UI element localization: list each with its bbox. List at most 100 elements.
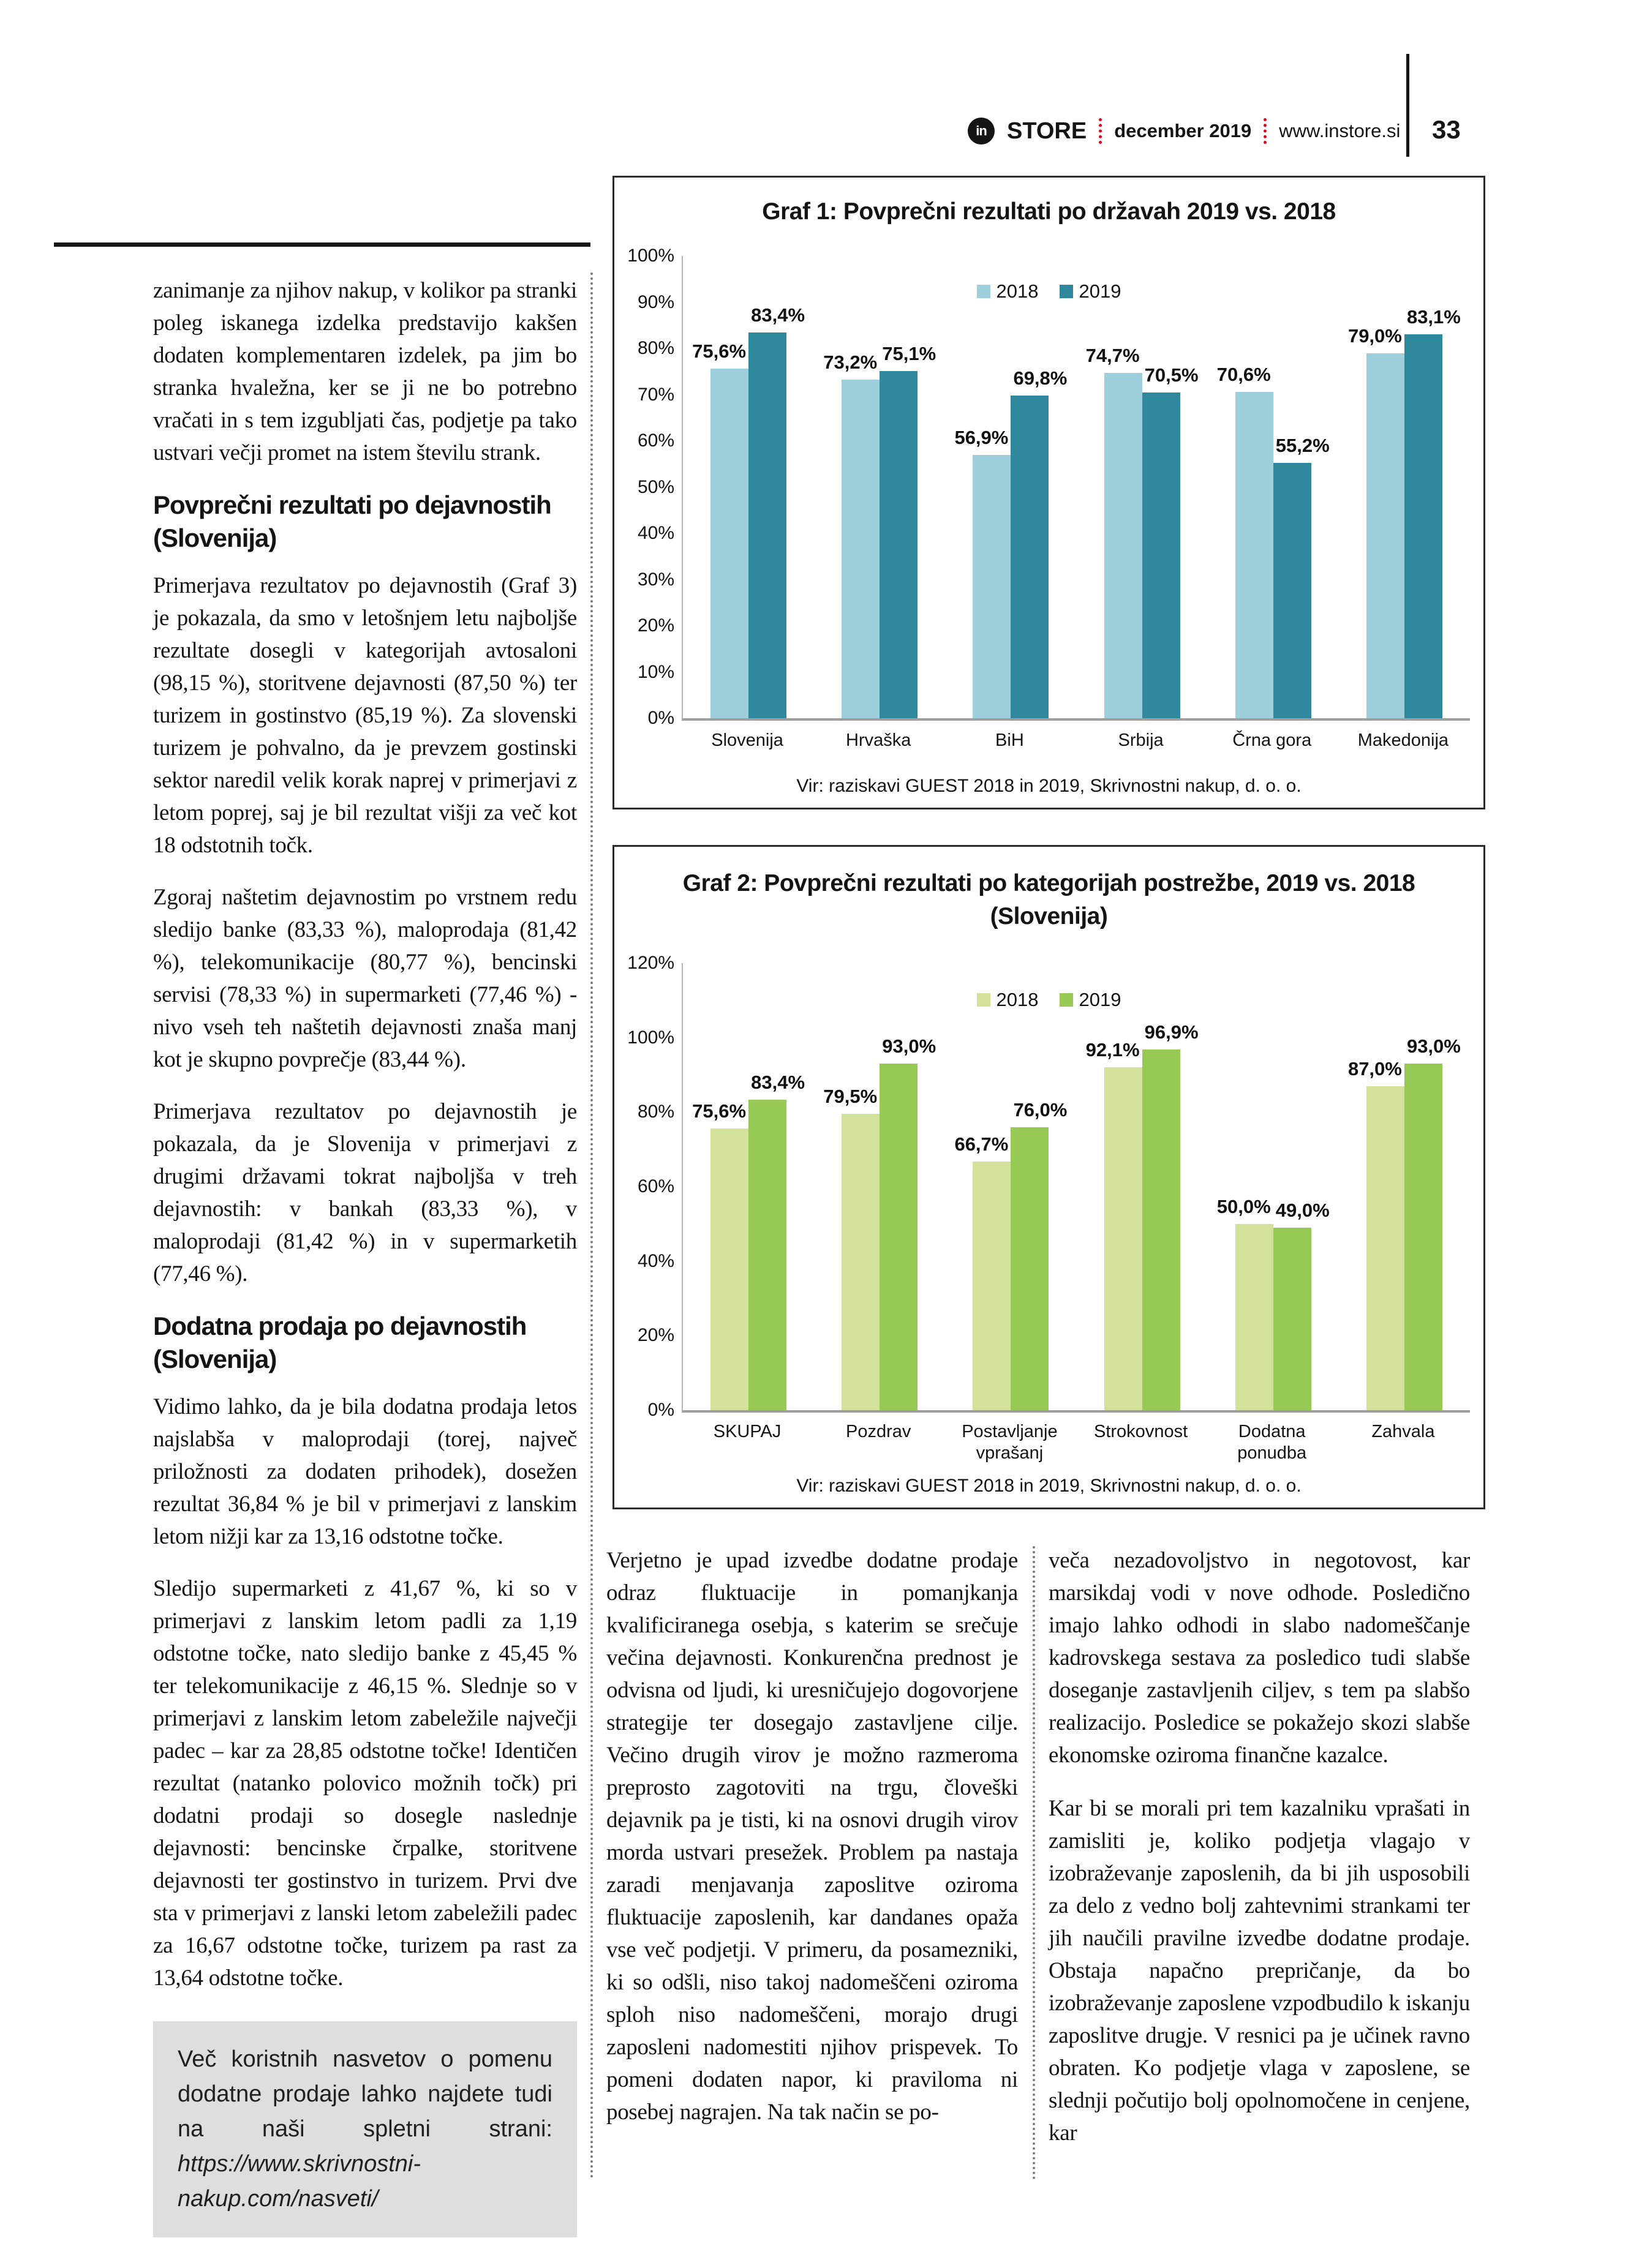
bar-value-label: 75,6% xyxy=(692,1100,747,1122)
bar-group-Slovenija: 75,6% 83,4% xyxy=(683,256,814,718)
bar-value-label: 92,1% xyxy=(1085,1038,1140,1061)
category-label: Slovenija xyxy=(711,730,783,750)
section-heading-additional-sales: Dodatna prodaja po dejavnostih (Slovenij… xyxy=(153,1312,527,1373)
bar-group-Strokovnost: 92,1% 96,9% xyxy=(1077,963,1208,1410)
paragraph: Verjetno je upad izvedbe dodatne prodaje… xyxy=(606,1548,1018,2125)
category-axis: Slovenija Hrvaška BiH Srbija Črna gora Makedo… xyxy=(682,730,1469,785)
category-label: Strokovnost xyxy=(1094,1422,1188,1441)
plot-area: 0% 10% 20% 30% 40% 50% 60% 70% 80% 90% 100% 75,6% 83… xyxy=(627,246,1470,728)
intro-paragraph: zanimanje za njihov nakup, v kolikor pa … xyxy=(153,278,577,465)
category-label: Zahvala xyxy=(1371,1422,1435,1441)
y-axis-tick-label: 40% xyxy=(637,1250,674,1271)
section-heading-results-by-activity: Povprečni rezultati po dejavnostih (Slov… xyxy=(153,490,552,552)
bar-value-label: 75,6% xyxy=(692,340,747,362)
bar-value-label: 96,9% xyxy=(1144,1021,1199,1043)
bar-2018-Slovenija xyxy=(710,369,749,718)
bar-2018-Pozdrav xyxy=(842,1114,880,1410)
y-axis-tick-label: 20% xyxy=(637,615,674,636)
bar-value-label: 70,5% xyxy=(1144,364,1199,386)
left-column: zanimanje za njihov nakup, v kolikor pa … xyxy=(153,274,577,2237)
paragraph: Sledijo supermarketi z 41,67 %, ki so v … xyxy=(153,1576,577,1991)
brand-name: STORE xyxy=(1007,118,1087,144)
category-label: Dodatna ponudba xyxy=(1237,1422,1307,1463)
bar-group-Dodatna ponudba: 50,0% 49,0% xyxy=(1208,963,1339,1410)
chart-graf-2: Graf 2: Povprečni rezultati po kategorij… xyxy=(612,845,1485,1509)
website-url: https://www.skrivnostni-nakup.com/nasvet… xyxy=(178,2151,421,2212)
bar-value-label: 49,0% xyxy=(1275,1199,1330,1221)
category-axis: SKUPAJ Pozdrav Postavljanje vprašanj Stroko… xyxy=(682,1421,1469,1482)
paragraph: Zgoraj naštetim dejavnostim po vrstnem r… xyxy=(153,885,577,1072)
bar-2018-Srbija xyxy=(1104,373,1142,718)
bar-value-label: 76,0% xyxy=(1013,1098,1068,1121)
y-axis-tick-label: 60% xyxy=(637,430,674,451)
bar-2019-Makedonija xyxy=(1404,334,1442,718)
y-axis-tick-label: 40% xyxy=(637,523,674,543)
section-rule xyxy=(54,242,590,247)
bar-value-label: 83,4% xyxy=(751,304,805,326)
category-label: Postavljanje vprašanj xyxy=(962,1422,1058,1463)
bar-2018-Postavljanje vprašanj xyxy=(973,1162,1011,1410)
y-axis-tick-label: 50% xyxy=(637,476,674,497)
chart-graf-1: Graf 1: Povprečni rezultati po državah 2… xyxy=(612,176,1485,809)
bar-group-BiH: 56,9% 69,8% xyxy=(945,256,1076,718)
column-separator xyxy=(1033,1546,1035,2180)
y-axis-tick-label: 0% xyxy=(647,708,674,728)
bar-value-label: 83,1% xyxy=(1406,306,1461,328)
bar-2019-Dodatna ponudba xyxy=(1273,1227,1311,1410)
paragraph: Primerjava rezultatov po dejavnostih je … xyxy=(153,1099,577,1286)
y-axis-tick-label: 100% xyxy=(627,1027,674,1048)
bar-value-label: 69,8% xyxy=(1013,367,1068,389)
y-axis-tick-label: 10% xyxy=(637,661,674,682)
bar-2018-Črna gora xyxy=(1235,391,1273,718)
bar-2019-Hrvaška xyxy=(880,371,918,718)
bar-value-label: 83,4% xyxy=(751,1071,805,1093)
bar-2018-Dodatna ponudba xyxy=(1235,1223,1273,1410)
bar-2019-Postavljanje vprašanj xyxy=(1011,1127,1049,1410)
paragraph: Primerjava rezultatov po dejavnostih (Gr… xyxy=(153,573,577,858)
bar-value-label: 87,0% xyxy=(1347,1057,1402,1080)
red-dotted-separator-icon xyxy=(1099,118,1102,144)
bar-value-label: 73,2% xyxy=(823,351,878,374)
info-box-text: Več koristnih nasvetov o pomenu dodatne … xyxy=(178,2042,552,2217)
bar-2019-Pozdrav xyxy=(880,1064,918,1410)
bar-2019-SKUPAJ xyxy=(748,1099,787,1410)
page-number: 33 xyxy=(1432,115,1461,144)
bar-value-label: 66,7% xyxy=(954,1133,1009,1155)
right-column: veča nezadovoljstvo in negotovost, kar m… xyxy=(1049,1544,1470,2170)
page-header: in STORE december 2019 www.instore.si xyxy=(968,111,1400,151)
bar-group-Srbija: 74,7% 70,5% xyxy=(1077,256,1208,718)
bar-value-label: 50,0% xyxy=(1216,1195,1271,1217)
info-box-lead: Več koristnih nasvetov o pomenu dodatne … xyxy=(178,2046,552,2142)
bar-group-Črna gora: 70,6% 55,2% xyxy=(1208,256,1339,718)
bar-2019-Črna gora xyxy=(1273,463,1311,718)
chart-source: Vir: raziskavi GUEST 2018 in 2019, Skriv… xyxy=(796,1476,1302,1496)
y-axis-tick-label: 80% xyxy=(637,338,674,358)
paragraph: Kar bi se morali pri tem kazalniku vpraš… xyxy=(1049,1796,1470,2146)
column-separator xyxy=(590,272,593,2180)
y-axis-tick-label: 30% xyxy=(637,569,674,590)
y-axis-tick-label: 100% xyxy=(627,246,674,266)
category-label: Srbija xyxy=(1118,730,1164,750)
y-axis-tick-label: 70% xyxy=(637,384,674,405)
category-label: Pozdrav xyxy=(846,1422,911,1441)
bar-group-Postavljanje vprašanj: 66,7% 76,0% xyxy=(945,963,1076,1410)
bar-value-label: 70,6% xyxy=(1216,363,1271,385)
bar-group-Pozdrav: 79,5% 93,0% xyxy=(814,963,945,1410)
bar-group-Makedonija: 79,0% 83,1% xyxy=(1339,256,1470,718)
bar-value-label: 75,1% xyxy=(882,343,936,364)
bar-value-label: 93,0% xyxy=(1406,1035,1461,1057)
bar-2018-Makedonija xyxy=(1366,353,1404,718)
bar-group-Hrvaška: 73,2% 75,1% xyxy=(814,256,945,718)
website-address: www.instore.si xyxy=(1279,120,1401,141)
bar-value-label: 93,0% xyxy=(882,1035,936,1057)
bar-value-label: 79,5% xyxy=(823,1086,878,1108)
bar-value-label: 74,7% xyxy=(1085,345,1140,367)
chart-source: Vir: raziskavi GUEST 2018 in 2019, Skriv… xyxy=(796,776,1302,796)
chart-title: Graf 2: Povprečni rezultati po kategorij… xyxy=(682,870,1415,896)
y-axis-tick-label: 0% xyxy=(647,1400,674,1420)
bar-2019-Slovenija xyxy=(748,332,787,718)
bar-2018-BiH xyxy=(973,455,1011,718)
logo-text: in xyxy=(976,123,987,138)
instore-logo-icon: in xyxy=(968,118,995,145)
